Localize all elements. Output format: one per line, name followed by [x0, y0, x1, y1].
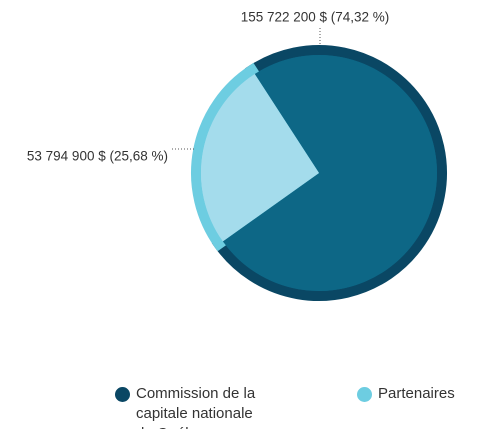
- data-label: 53 794 900 $ (25,68 %): [27, 149, 168, 164]
- legend-item: Commission de la capitale nationale du Q…: [115, 384, 265, 429]
- legend-label: Commission de la capitale nationale du Q…: [136, 385, 256, 429]
- pie-slice-inner: [200, 74, 319, 242]
- legend-label: Partenaires: [378, 385, 455, 402]
- pie-area: 155 722 200 $ (74,32 %) 53 794 900 $ (25,…: [27, 10, 447, 301]
- legend-item: Partenaires: [357, 384, 477, 404]
- legend-swatch: [357, 387, 372, 402]
- legend-swatch: [115, 387, 130, 402]
- pie-slice-inner: [222, 55, 437, 292]
- data-label: 155 722 200 $ (74,32 %): [241, 10, 390, 25]
